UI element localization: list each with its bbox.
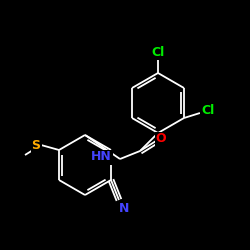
Text: O: O — [156, 132, 166, 145]
Text: S: S — [32, 138, 40, 151]
Text: Cl: Cl — [201, 104, 214, 117]
Text: HN: HN — [91, 150, 112, 164]
Text: Cl: Cl — [152, 46, 164, 59]
Text: N: N — [119, 202, 129, 214]
